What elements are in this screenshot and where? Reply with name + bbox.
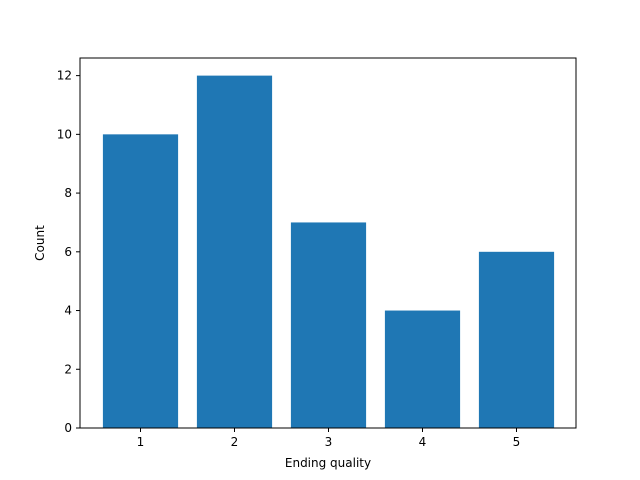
y-tick-label-2: 2 [64,362,72,376]
x-tick-label-4: 4 [419,435,427,449]
x-tick-label-2: 2 [231,435,239,449]
x-tick-label-3: 3 [325,435,333,449]
y-tick-label-0: 0 [64,421,72,435]
y-tick-label-4: 4 [64,304,72,318]
bar-3 [290,222,367,428]
y-axis-label: Count [33,225,47,261]
bar-5 [478,251,555,428]
bars-group [102,75,555,428]
y-tick-label-12: 12 [57,69,72,83]
x-tick-label-5: 5 [513,435,521,449]
x-axis-label: Ending quality [285,456,371,470]
bar-2 [196,75,273,428]
plot-area-frame [79,57,577,429]
y-tick-label-10: 10 [57,127,72,141]
y-tick-label-6: 6 [64,245,72,259]
x-tick-label-1: 1 [137,435,145,449]
bar-1 [102,134,179,428]
y-tick-label-8: 8 [64,186,72,200]
bar-4 [384,310,461,428]
